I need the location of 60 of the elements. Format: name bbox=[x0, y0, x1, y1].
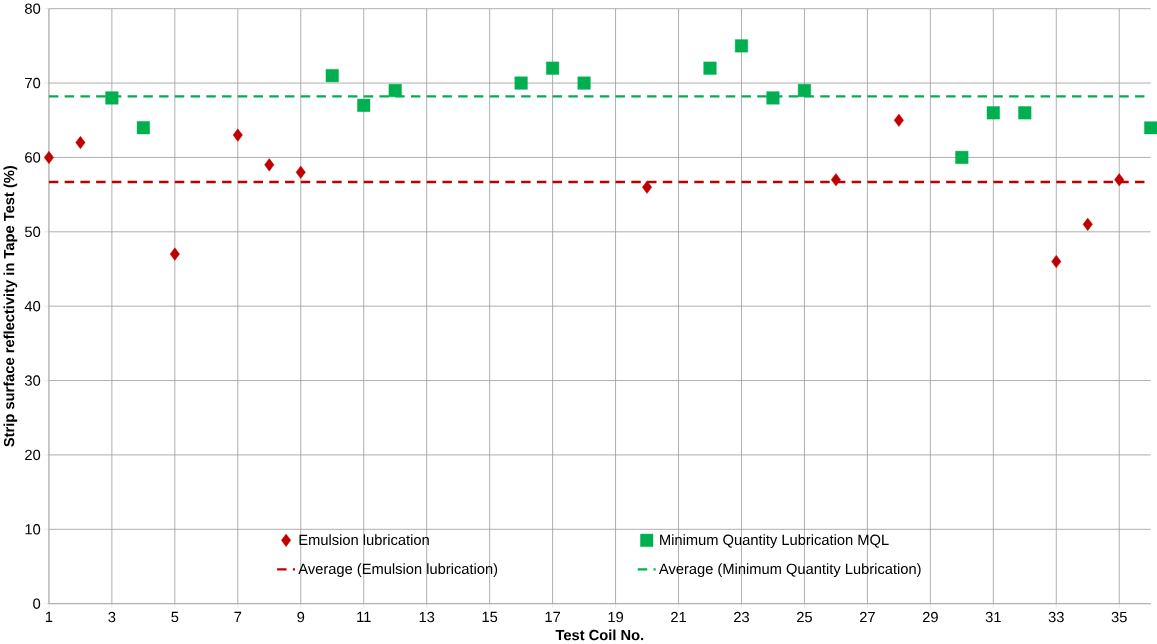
point bbox=[325, 69, 339, 83]
point bbox=[766, 91, 780, 105]
x-tick-label: 15 bbox=[482, 611, 498, 623]
point bbox=[295, 165, 306, 179]
point bbox=[1018, 106, 1032, 120]
x-tick-label: 35 bbox=[1111, 611, 1127, 623]
point bbox=[734, 39, 748, 53]
point bbox=[577, 76, 591, 90]
point bbox=[955, 151, 969, 165]
x-tick-label: 33 bbox=[1048, 611, 1064, 623]
point bbox=[893, 113, 904, 127]
y-tick-label: 80 bbox=[25, 3, 41, 15]
legend-label: Minimum Quantity Lubrication MQL bbox=[660, 534, 889, 549]
y-tick-label: 0 bbox=[33, 598, 41, 609]
point bbox=[1114, 173, 1125, 187]
y-tick-label: 30 bbox=[24, 375, 41, 386]
point bbox=[105, 91, 119, 105]
x-tick-label: 27 bbox=[859, 611, 875, 623]
x-tick-label: 11 bbox=[357, 611, 371, 623]
point bbox=[1082, 217, 1093, 231]
y-tick-label: 70 bbox=[25, 77, 41, 89]
point bbox=[232, 128, 243, 142]
point bbox=[357, 98, 371, 112]
y-tick-label: 60 bbox=[25, 152, 41, 163]
y-axis-title: Strip surface reflectivity in Tape Test (%) bbox=[3, 166, 18, 447]
x-axis-title: Test Coil No. bbox=[555, 629, 644, 641]
x-tick-label: 21 bbox=[671, 611, 686, 623]
point bbox=[546, 61, 560, 75]
x-tick-label: 9 bbox=[297, 611, 305, 623]
point bbox=[514, 76, 528, 90]
point bbox=[797, 84, 811, 98]
y-tick-label: 10 bbox=[25, 524, 41, 535]
point bbox=[75, 136, 86, 150]
point bbox=[642, 180, 652, 194]
x-tick-label: 13 bbox=[419, 611, 435, 623]
y-tick-label: 20 bbox=[25, 449, 41, 461]
x-tick-label: 3 bbox=[108, 611, 116, 623]
x-tick-label: 19 bbox=[608, 611, 624, 623]
x-tick-label: 23 bbox=[734, 611, 749, 623]
y-tick-label: 50 bbox=[24, 226, 41, 238]
legend-label: Average (Minimum Quantity Lubrication) bbox=[658, 563, 921, 578]
point bbox=[136, 121, 150, 135]
x-tick-label: 1 bbox=[45, 611, 53, 623]
y-tick-label: 40 bbox=[24, 301, 41, 312]
x-tick-label: 5 bbox=[171, 611, 179, 623]
legend-label: Emulsion lubrication bbox=[299, 534, 429, 546]
point bbox=[830, 173, 841, 187]
point bbox=[264, 158, 275, 172]
x-tick-label: 17 bbox=[545, 611, 561, 623]
point bbox=[703, 61, 717, 75]
x-tick-label: 29 bbox=[922, 611, 938, 623]
x-tick-label: 7 bbox=[234, 611, 242, 623]
x-tick-label: 31 bbox=[985, 611, 1001, 623]
point bbox=[986, 106, 1000, 120]
point bbox=[43, 151, 54, 165]
legend-label: Average (Emulsion lubrication) bbox=[298, 563, 498, 578]
point bbox=[1051, 255, 1062, 269]
point bbox=[388, 84, 402, 98]
x-tick-label: 25 bbox=[797, 611, 812, 623]
point bbox=[169, 247, 180, 261]
